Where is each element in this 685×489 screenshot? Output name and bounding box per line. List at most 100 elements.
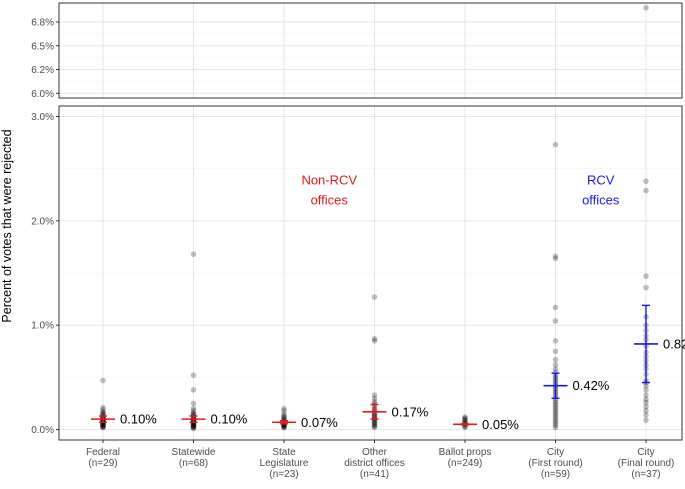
data-point xyxy=(190,251,197,258)
data-point xyxy=(552,304,559,311)
data-point xyxy=(371,420,378,427)
x-tick-label: City (First round) (n=59) xyxy=(528,447,582,480)
data-point xyxy=(281,424,287,431)
data-point xyxy=(371,395,378,402)
data-point xyxy=(371,419,378,426)
non-rcv-annotation: Non-RCV offices xyxy=(301,172,357,207)
data-point xyxy=(552,412,559,418)
data-point xyxy=(643,273,649,279)
y-axis-title: Percent of votes that were rejected xyxy=(0,129,14,322)
top-panel-frame xyxy=(58,2,683,99)
data-point xyxy=(552,348,559,355)
data-point xyxy=(643,403,649,410)
data-point xyxy=(643,407,649,414)
data-point xyxy=(281,415,287,421)
data-point xyxy=(552,403,559,410)
data-point xyxy=(281,413,287,419)
x-tick-label: State Legislature (n=23) xyxy=(260,447,309,480)
data-point xyxy=(371,422,378,429)
data-point xyxy=(190,424,197,431)
data-point xyxy=(281,407,287,414)
data-point xyxy=(100,422,106,429)
data-point xyxy=(552,362,559,368)
data-point xyxy=(371,398,378,405)
data-point xyxy=(462,417,468,423)
data-point xyxy=(462,424,468,431)
data-point xyxy=(100,423,106,430)
data-point xyxy=(281,424,287,431)
data-point xyxy=(552,401,559,408)
data-point xyxy=(281,411,287,417)
data-point xyxy=(100,406,106,413)
mean-label: 0.10% xyxy=(120,412,157,427)
x-tick-label: Other district offices (n=41) xyxy=(344,447,404,480)
data-point xyxy=(190,387,197,393)
data-point xyxy=(190,423,197,430)
data-point xyxy=(552,338,559,344)
data-point xyxy=(190,422,197,429)
data-point xyxy=(552,253,559,260)
data-point xyxy=(100,409,106,415)
data-point xyxy=(190,425,197,432)
data-point xyxy=(643,417,649,423)
data-point xyxy=(190,422,197,429)
data-point xyxy=(552,399,559,406)
data-point xyxy=(552,405,559,412)
data-point xyxy=(643,187,649,194)
data-point xyxy=(100,377,106,384)
gridlines xyxy=(59,3,682,440)
data-point xyxy=(100,404,106,411)
data-point xyxy=(552,424,559,431)
data-point xyxy=(190,424,197,431)
x-tick-label: Statewide (n=68) xyxy=(172,447,216,469)
data-point xyxy=(552,422,559,429)
data-point xyxy=(552,407,559,414)
mean-label: 0.05% xyxy=(482,417,519,432)
data-point xyxy=(281,423,287,430)
data-point xyxy=(643,392,649,398)
mean-label: 0.42% xyxy=(573,378,610,393)
data-point xyxy=(462,418,468,425)
x-tick-label: Ballot props (n=249) xyxy=(439,447,492,469)
data-point xyxy=(643,396,649,403)
data-point xyxy=(100,410,106,416)
data-point xyxy=(643,4,649,11)
data-point xyxy=(281,405,287,412)
y-tick-label: 1.0% xyxy=(31,321,54,332)
y-tick-label: 6.8% xyxy=(31,18,54,29)
data-point xyxy=(100,424,106,431)
data-point xyxy=(552,318,559,324)
data-point xyxy=(643,382,649,389)
data-point xyxy=(643,399,649,406)
data-point xyxy=(462,414,468,420)
data-point xyxy=(371,294,378,300)
data-point xyxy=(190,372,197,379)
bottom-panel-frame xyxy=(58,105,683,441)
data-point xyxy=(190,423,197,430)
panel-frames xyxy=(58,2,683,441)
mean-label: 0.10% xyxy=(211,412,248,427)
axes: 6.0% 6.2% 6.5% 6.8% 0.0% 1.0% 2.0% 3.0% Federal(… xyxy=(0,18,674,481)
data-point xyxy=(190,400,197,407)
data-point xyxy=(462,416,468,422)
data-point xyxy=(190,407,197,414)
data-point xyxy=(643,412,649,418)
mean-label: 0.82% xyxy=(663,336,685,351)
mean-label: 0.17% xyxy=(392,404,429,419)
x-tick-label: Federal (n=29) xyxy=(86,447,120,469)
data-point xyxy=(190,405,197,412)
data-point xyxy=(190,410,197,416)
rcv-annotation: RCV offices xyxy=(582,172,620,207)
data-point xyxy=(371,335,378,342)
y-tick-label: 6.2% xyxy=(31,65,54,76)
data-point xyxy=(281,423,287,430)
data-point xyxy=(643,387,649,393)
data-point xyxy=(371,421,378,428)
data-point xyxy=(552,410,559,416)
data-point xyxy=(371,338,378,344)
data-point xyxy=(552,255,559,262)
x-tick-label: City (Final round) (n=37) xyxy=(618,447,675,480)
data-point xyxy=(371,392,378,398)
data-point xyxy=(281,414,287,420)
